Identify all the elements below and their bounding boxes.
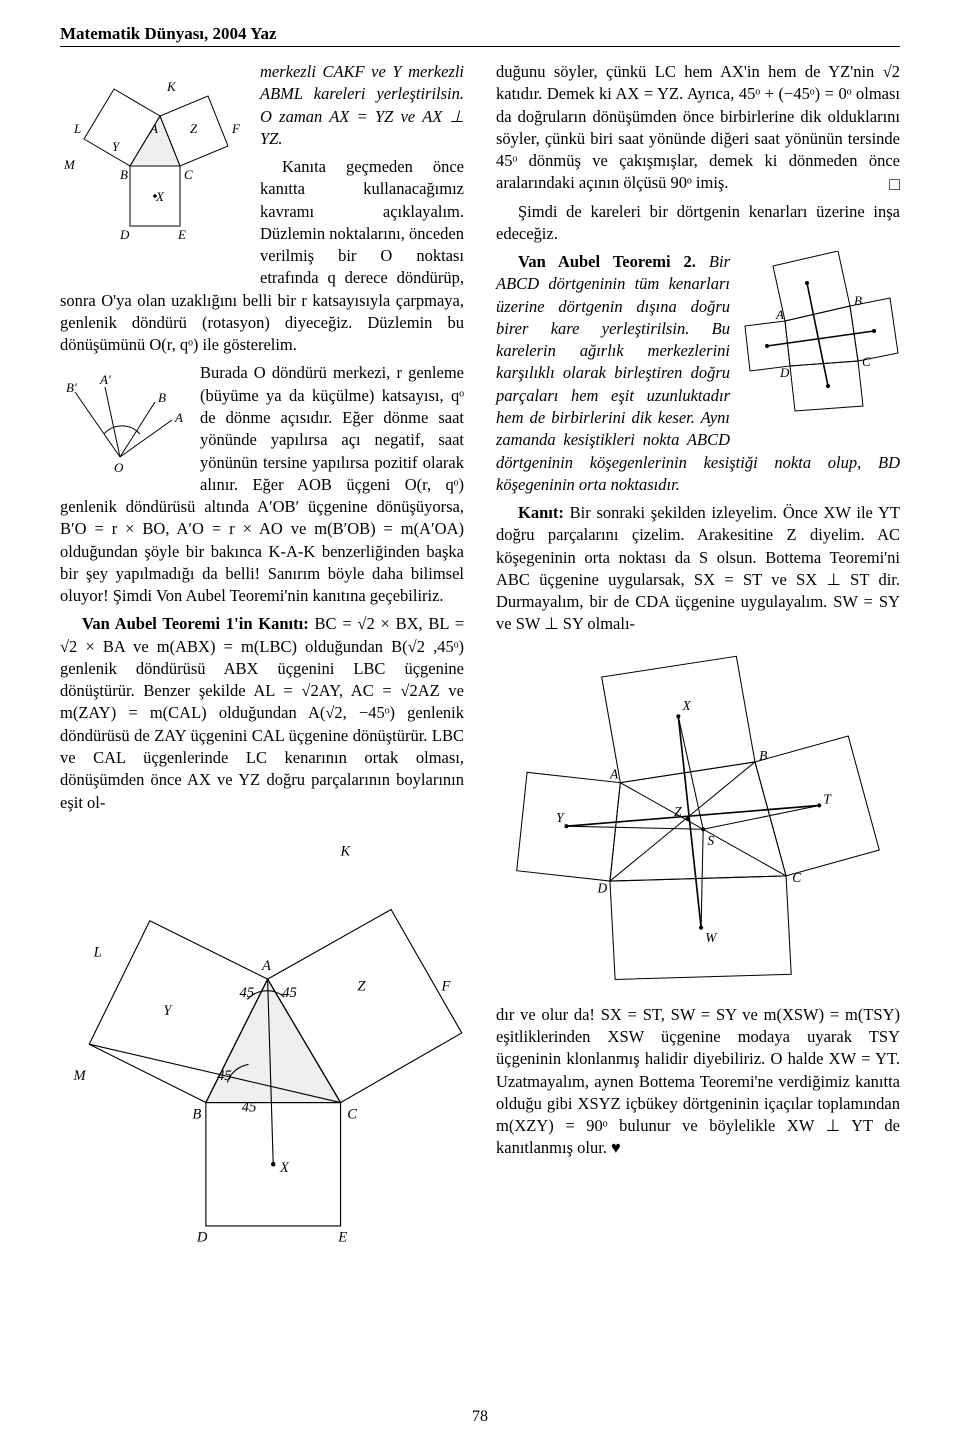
lbl-F: F: [231, 121, 241, 136]
svg-text:E: E: [337, 1229, 347, 1245]
svg-text:Z: Z: [357, 978, 366, 994]
left-p4: Van Aubel Teoremi 1'in Kanıtı: BC = √2 ×…: [60, 613, 464, 813]
svg-text:B: B: [759, 748, 767, 763]
lbl-Ap: A′: [99, 372, 111, 387]
svg-text:S: S: [707, 832, 714, 847]
svg-text:B: B: [192, 1106, 201, 1122]
svg-text:W: W: [705, 930, 718, 945]
svg-text:T: T: [823, 791, 832, 806]
svg-text:Z: Z: [674, 803, 682, 818]
page-number: 78: [0, 1408, 960, 1426]
svg-text:45: 45: [217, 1068, 232, 1084]
left-column: K L A Z F Y M B C X D E merkezli CAKF ve…: [60, 61, 464, 1262]
svg-text:C: C: [792, 870, 802, 885]
lbl-A2: A: [174, 410, 183, 425]
right-p4: Kanıt: Bir sonraki şekilden izleyelim. Ö…: [496, 502, 900, 636]
svg-text:C: C: [347, 1106, 357, 1122]
svg-text:Y: Y: [163, 1003, 173, 1019]
lbl-M: M: [63, 157, 76, 172]
svg-text:K: K: [340, 843, 352, 859]
svg-text:X: X: [279, 1160, 290, 1176]
svg-text:A: A: [609, 766, 619, 781]
svg-text:L: L: [93, 944, 102, 960]
svg-text:45: 45: [282, 985, 297, 1001]
right-p5: dır ve olur da! SX = ST, SW = SY ve m(XS…: [496, 1004, 900, 1160]
left-p4-body: BC = √2 × BX, BL = √2 × BA ve m(ABX) = m…: [60, 614, 464, 811]
right-column: duğunu söyler, çünkü LC hem AX'in hem de…: [496, 61, 900, 1262]
lbl-A: A: [149, 121, 158, 136]
lbl-K: K: [166, 79, 177, 94]
lbl-B: B: [120, 167, 128, 182]
box-icon: □: [889, 172, 900, 196]
svg-text:B: B: [854, 293, 862, 308]
svg-text:45: 45: [240, 985, 255, 1001]
svg-text:D: D: [779, 365, 790, 380]
svg-text:D: D: [597, 880, 608, 895]
svg-text:F: F: [441, 978, 452, 994]
lbl-O: O: [114, 460, 124, 475]
lbl-L: L: [73, 121, 81, 136]
lbl-B2: B: [158, 390, 166, 405]
svg-text:A: A: [775, 307, 784, 322]
svg-text:D: D: [196, 1229, 208, 1245]
figure-5: A B C D X Y T W S Z: [496, 648, 900, 996]
columns-wrap: K L A Z F Y M B C X D E merkezli CAKF ve…: [60, 61, 900, 1262]
page: Matematik Dünyası, 2004 Yaz K L: [0, 0, 960, 1438]
right-p1: duğunu söyler, çünkü LC hem AX'in hem de…: [496, 61, 900, 195]
svg-text:Y: Y: [556, 810, 565, 825]
lbl-Y: Y: [112, 139, 121, 154]
svg-text:A: A: [261, 958, 271, 974]
lbl-E: E: [177, 227, 186, 242]
lbl-D: D: [119, 227, 130, 242]
svg-text:M: M: [72, 1068, 86, 1084]
right-p3-head: Van Aubel Teoremi 2.: [518, 252, 696, 271]
svg-text:C: C: [862, 354, 871, 369]
svg-text:45: 45: [242, 1099, 257, 1115]
figure-1: K L A Z F Y M B C X D E: [60, 61, 250, 267]
lbl-Bp: B′: [66, 380, 77, 395]
page-header: Matematik Dünyası, 2004 Yaz: [60, 24, 900, 47]
svg-text:X: X: [681, 698, 691, 713]
figure-2: B′ A′ B A O: [60, 362, 190, 483]
figure-4: A B C D: [740, 251, 900, 427]
lbl-Z: Z: [190, 121, 198, 136]
left-p4-head: Van Aubel Teoremi 1'in Kanıtı:: [82, 614, 309, 633]
right-p2: Şimdi de kareleri bir dörtgenin kenarlar…: [496, 201, 900, 246]
figure-3: K L A Z F Y M B C X D E 45 45 45 45: [60, 822, 464, 1255]
lbl-C: C: [184, 167, 193, 182]
